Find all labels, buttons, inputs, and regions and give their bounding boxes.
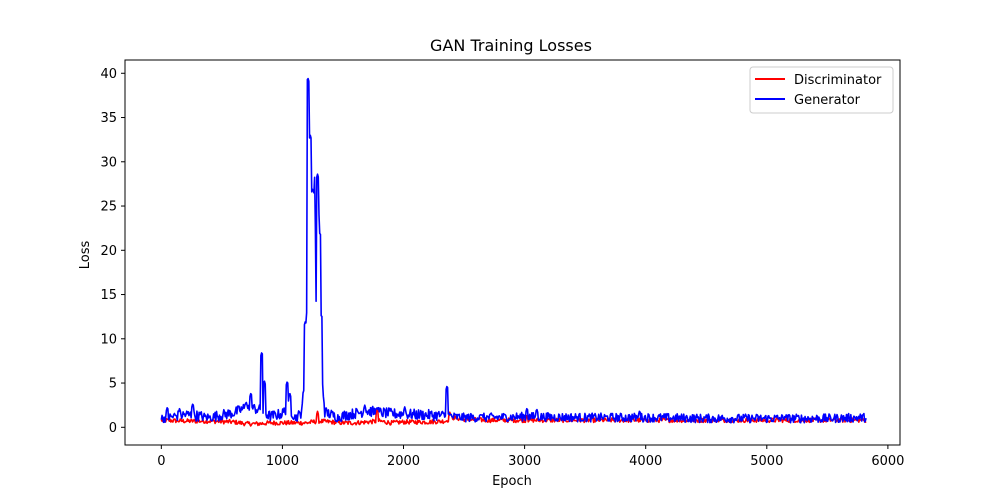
y-tick-label: 25 [100,200,117,215]
y-tick-label: 40 [100,67,117,82]
y-tick-label: 30 [100,155,117,170]
x-tick-label: 2000 [387,454,420,469]
legend-label-generator: Generator [794,93,861,108]
x-tick-label: 4000 [629,454,662,469]
x-tick-label: 6000 [871,454,904,469]
y-tick-label: 20 [100,244,117,259]
legend: Discriminator Generator [749,66,894,114]
y-axis-ticks: 0 5 10 15 20 25 30 35 40 [100,67,125,436]
chart-title: GAN Training Losses [430,36,592,55]
legend-label-discriminator: Discriminator [794,73,882,88]
series-line-discriminator [160,407,867,427]
x-tick-label: 3000 [508,454,541,469]
plot-lines [160,77,867,427]
y-tick-label: 5 [109,377,117,392]
y-tick-label: 10 [100,332,117,347]
x-axis-label: Epoch [492,474,532,489]
legend-box [749,66,894,114]
x-tick-label: 5000 [750,454,783,469]
y-axis-label: Loss [78,241,93,270]
plot-frame [124,59,901,446]
y-tick-label: 35 [100,111,117,126]
y-tick-label: 15 [100,288,117,303]
series-line-generator [160,77,867,424]
x-tick-label: 0 [157,454,165,469]
x-axis-ticks: 0 1000 2000 3000 4000 5000 6000 [157,445,904,469]
x-tick-label: 1000 [266,454,299,469]
y-tick-label: 0 [109,421,117,436]
